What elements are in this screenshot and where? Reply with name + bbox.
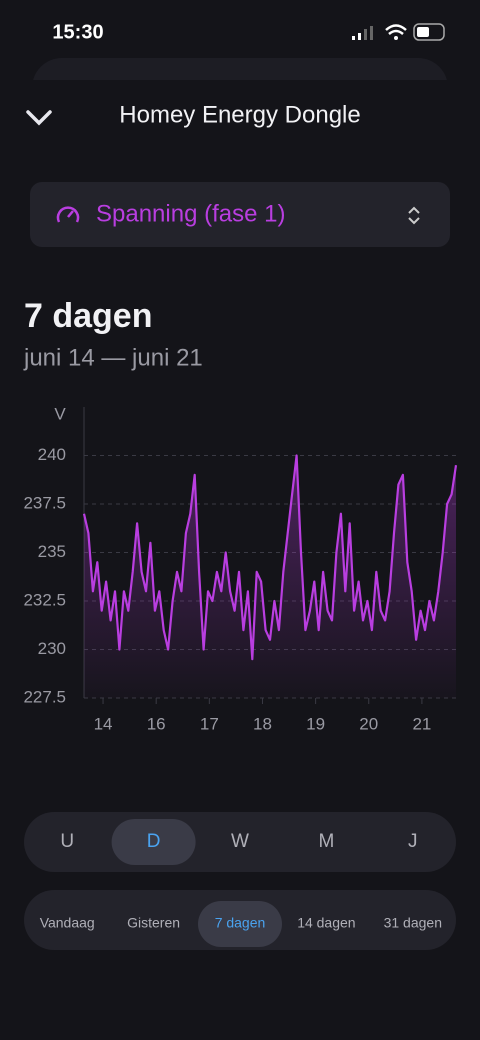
granularity-tab-active-bg xyxy=(111,819,196,865)
granularity-tab[interactable]: J xyxy=(408,831,418,852)
period-title: 7 dagen xyxy=(24,297,152,335)
range-tab[interactable]: Gisteren xyxy=(127,915,180,931)
line xyxy=(82,454,458,661)
granularity-tab[interactable]: W xyxy=(231,831,249,852)
x-tick-label: 16 xyxy=(147,714,166,733)
metric-label: Spanning (fase 1) xyxy=(96,200,285,227)
area xyxy=(84,455,456,698)
x-tick-label: 14 xyxy=(94,714,113,733)
y-tick-label: 235 xyxy=(38,542,66,561)
x-tick-label: 18 xyxy=(253,714,272,733)
x-tick-label: 21 xyxy=(412,714,431,733)
granularity-tab[interactable]: D xyxy=(147,831,161,852)
range-tab[interactable]: 14 dagen xyxy=(297,915,355,931)
header-title: Homey Energy Dongle xyxy=(119,101,360,128)
gauge-icon xyxy=(56,206,80,223)
status-time: 15:30 xyxy=(52,21,103,43)
chart: V 227.5 230 232.5 235 237.5 240 14 16 17 18 19 20 21 xyxy=(23,404,458,733)
range-tab[interactable]: 31 dagen xyxy=(384,915,442,931)
period-range: juni 14 — juni 21 xyxy=(23,344,203,371)
metric-selector[interactable] xyxy=(30,182,450,247)
x-tick-label: 19 xyxy=(306,714,325,733)
range-tab-active-bg xyxy=(198,901,282,947)
y-axis-label: V xyxy=(54,404,66,423)
y-tick-label: 237.5 xyxy=(23,493,66,512)
status-icons xyxy=(352,23,445,41)
y-tick-label: 240 xyxy=(38,445,66,464)
y-tick-label: 232.5 xyxy=(23,590,66,609)
range-tab[interactable]: Vandaag xyxy=(40,915,95,931)
range-tab[interactable]: 7 dagen xyxy=(215,915,266,931)
x-tick-label: 17 xyxy=(200,714,219,733)
y-tick-label: 227.5 xyxy=(23,687,66,706)
x-tick-label: 20 xyxy=(359,714,378,733)
granularity-tab[interactable]: M xyxy=(318,831,334,852)
updown-icon xyxy=(408,206,420,225)
y-tick-label: 230 xyxy=(38,639,66,658)
collapse-button[interactable] xyxy=(26,110,52,126)
granularity-tab[interactable]: U xyxy=(60,831,74,852)
